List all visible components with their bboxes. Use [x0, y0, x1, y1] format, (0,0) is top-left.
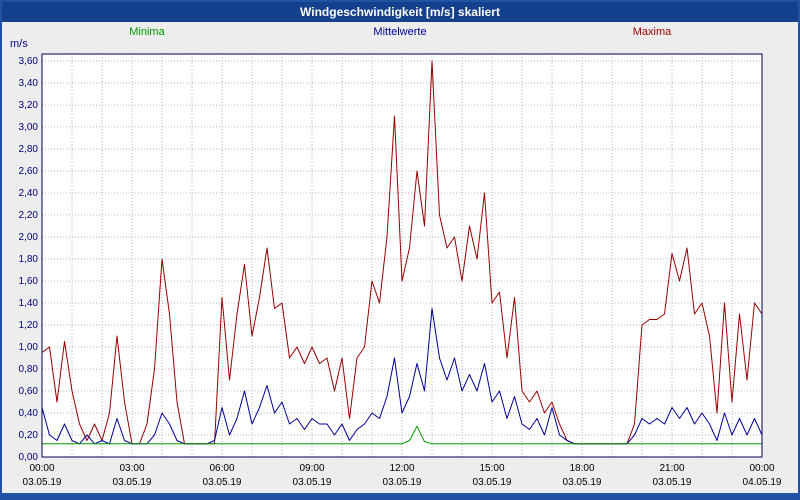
svg-text:1,80: 1,80: [19, 254, 39, 265]
svg-text:3,20: 3,20: [19, 100, 39, 111]
window-title: Windgeschwindigkeit [m/s] skaliert: [2, 2, 798, 22]
svg-text:2,60: 2,60: [19, 166, 39, 177]
svg-text:04.05.19: 04.05.19: [743, 477, 782, 488]
svg-text:0,00: 0,00: [19, 452, 39, 463]
svg-text:0,80: 0,80: [19, 364, 39, 375]
svg-text:03.05.19: 03.05.19: [473, 477, 512, 488]
svg-text:21:00: 21:00: [659, 463, 684, 474]
svg-text:0,40: 0,40: [19, 408, 39, 419]
svg-text:18:00: 18:00: [569, 463, 594, 474]
svg-text:12:00: 12:00: [389, 463, 414, 474]
y-axis-unit-label: m/s: [10, 38, 28, 50]
svg-text:06:00: 06:00: [209, 463, 234, 474]
legend-item-mittelwerte: Mittelwerte: [373, 26, 427, 38]
svg-text:03.05.19: 03.05.19: [293, 477, 332, 488]
svg-text:1,60: 1,60: [19, 276, 39, 287]
svg-text:03.05.19: 03.05.19: [383, 477, 422, 488]
svg-text:15:00: 15:00: [479, 463, 504, 474]
svg-text:03:00: 03:00: [119, 463, 144, 474]
svg-text:1,20: 1,20: [19, 320, 39, 331]
svg-text:0,60: 0,60: [19, 386, 39, 397]
svg-text:3,40: 3,40: [19, 78, 39, 89]
svg-text:03.05.19: 03.05.19: [23, 477, 62, 488]
svg-text:03.05.19: 03.05.19: [563, 477, 602, 488]
chart-legend: Mittelwerte Minima Maxima: [2, 26, 798, 40]
legend-item-maxima: Maxima: [632, 26, 672, 38]
svg-text:3,60: 3,60: [19, 56, 39, 67]
svg-text:03.05.19: 03.05.19: [113, 477, 152, 488]
svg-text:2,20: 2,20: [19, 210, 39, 221]
svg-text:2,00: 2,00: [19, 232, 39, 243]
svg-text:09:00: 09:00: [299, 463, 324, 474]
svg-text:00:00: 00:00: [749, 463, 774, 474]
legend-item-minima: Minima: [129, 26, 165, 38]
svg-text:03.05.19: 03.05.19: [203, 477, 242, 488]
svg-text:2,40: 2,40: [19, 188, 39, 199]
svg-text:0,20: 0,20: [19, 430, 39, 441]
svg-text:03.05.19: 03.05.19: [653, 477, 692, 488]
svg-text:2,80: 2,80: [19, 144, 39, 155]
svg-text:1,00: 1,00: [19, 342, 39, 353]
svg-text:3,00: 3,00: [19, 122, 39, 133]
svg-text:00:00: 00:00: [29, 463, 54, 474]
svg-text:1,40: 1,40: [19, 298, 39, 309]
